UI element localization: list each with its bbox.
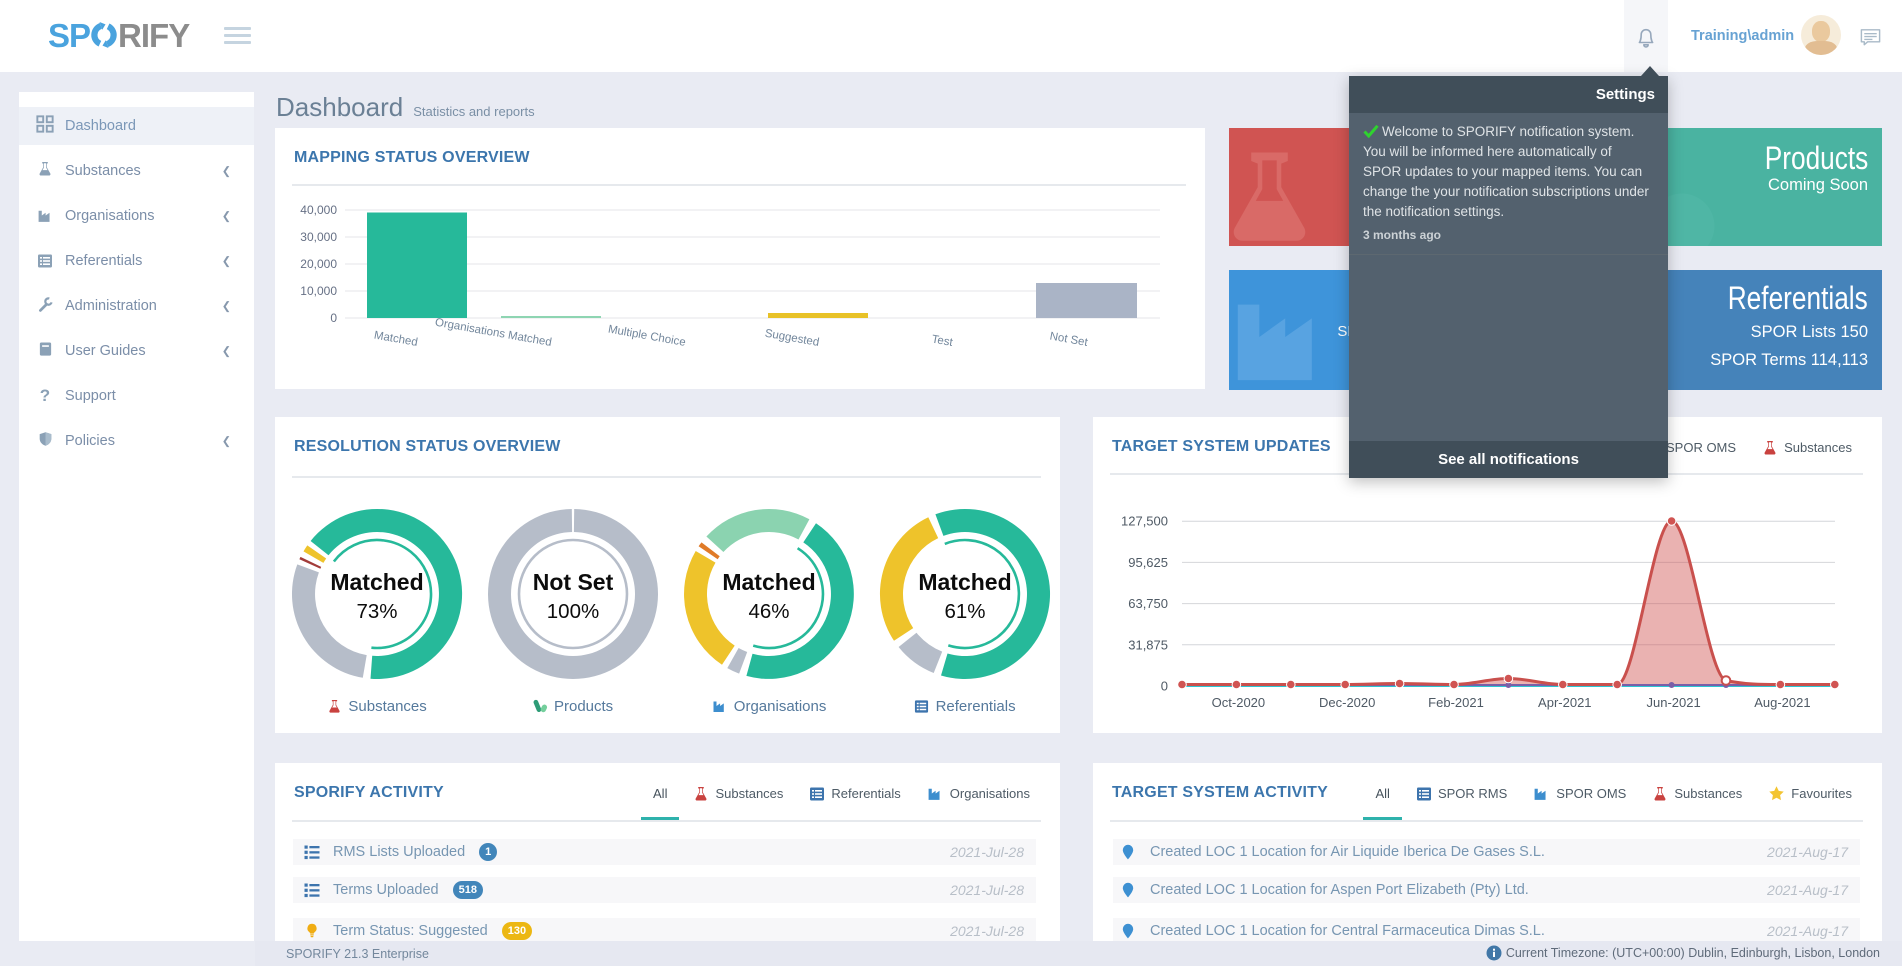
svg-text:Aug-2021: Aug-2021	[1754, 695, 1810, 710]
svg-text:61%: 61%	[944, 600, 985, 623]
svg-text:30,000: 30,000	[300, 230, 337, 244]
svg-text:31,875: 31,875	[1128, 637, 1168, 652]
svg-text:20,000: 20,000	[300, 257, 337, 271]
svg-text:95,625: 95,625	[1128, 555, 1168, 570]
svg-text:0: 0	[1161, 679, 1168, 694]
svg-text:Oct-2020: Oct-2020	[1212, 695, 1265, 710]
svg-text:Apr-2021: Apr-2021	[1538, 695, 1591, 710]
svg-text:Matched: Matched	[330, 569, 423, 595]
svg-text:Organisations Matched: Organisations Matched	[434, 317, 553, 349]
svg-text:Feb-2021: Feb-2021	[1428, 695, 1484, 710]
svg-text:Suggested: Suggested	[764, 328, 820, 349]
svg-text:Not Set: Not Set	[1049, 330, 1090, 349]
svg-text:127,500: 127,500	[1121, 514, 1168, 529]
svg-text:46%: 46%	[748, 600, 789, 623]
svg-text:Matched: Matched	[722, 569, 815, 595]
svg-text:Test: Test	[931, 333, 955, 349]
svg-text:Matched: Matched	[373, 329, 419, 348]
svg-text:Matched: Matched	[918, 569, 1011, 595]
svg-text:10,000: 10,000	[300, 284, 337, 298]
svg-text:Multiple Choice: Multiple Choice	[607, 323, 687, 348]
svg-text:40,000: 40,000	[300, 203, 337, 217]
svg-text:63,750: 63,750	[1128, 596, 1168, 611]
svg-text:0: 0	[330, 311, 337, 325]
svg-text:Jun-2021: Jun-2021	[1646, 695, 1700, 710]
svg-text:Dec-2020: Dec-2020	[1319, 695, 1375, 710]
svg-text:73%: 73%	[356, 600, 397, 623]
svg-text:100%: 100%	[547, 600, 599, 623]
svg-text:Not Set: Not Set	[533, 569, 614, 595]
